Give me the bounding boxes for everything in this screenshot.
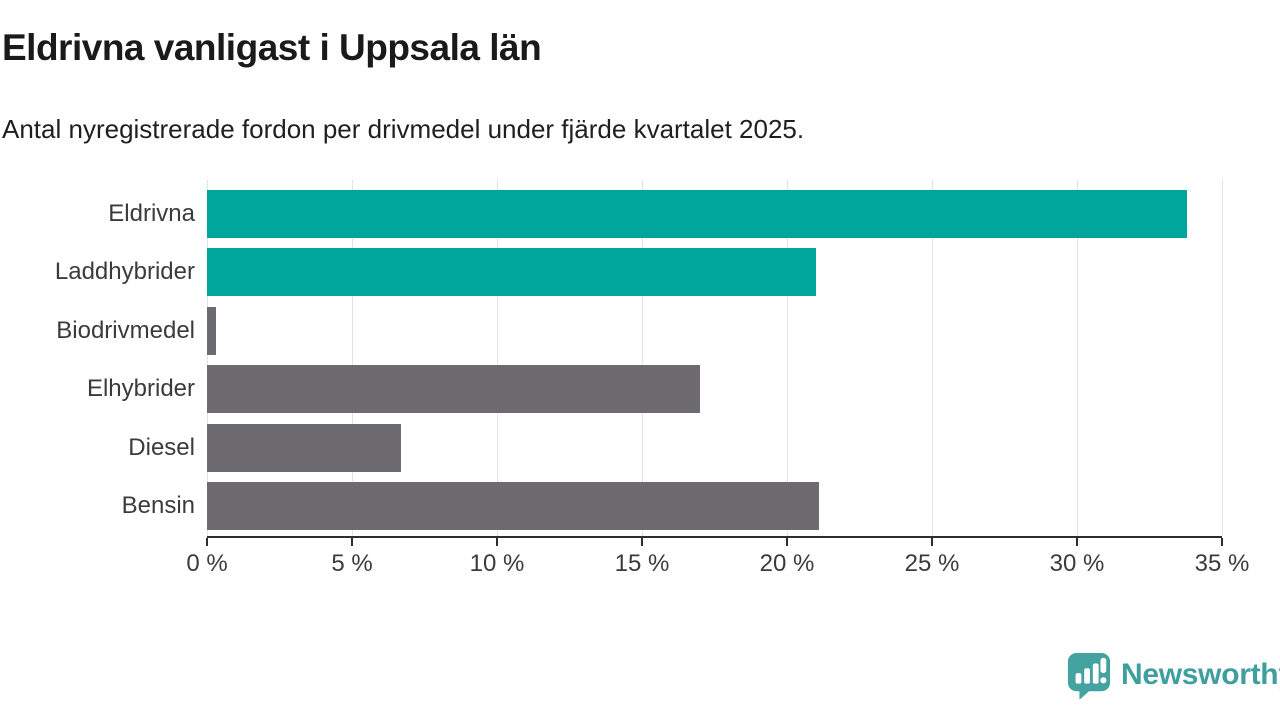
category-labels: Eldrivna Laddhybrider Biodrivmedel Elhybrid… (0, 180, 195, 536)
gridline (932, 180, 933, 536)
x-tick-label: 10 % (469, 550, 525, 577)
x-tick-label: 20 % (759, 550, 815, 577)
bar-chart: Eldrivna Laddhybrider Biodrivmedel Elhybrid… (0, 180, 1249, 590)
bar-bensin (207, 482, 819, 530)
axis-tick (1221, 538, 1223, 546)
x-tick-label: 5 % (331, 550, 373, 577)
category-label: Laddhybrider (54, 258, 195, 286)
bar-elhybrider (207, 365, 700, 414)
axis-tick (641, 538, 643, 546)
plot-area: 0 % 5 % 10 % 15 % 20 % 25 % 30 % 35 % (186, 180, 1249, 577)
category-label: Biodrivmedel (56, 316, 195, 344)
category-label: Elhybrider (86, 375, 195, 403)
category-label: Eldrivna (108, 200, 195, 227)
axis-tick (206, 538, 208, 546)
gridline (1222, 180, 1223, 536)
x-tick-label: 15 % (614, 550, 670, 577)
x-tick-label: 25 % (904, 550, 960, 577)
axis-tick (351, 538, 353, 546)
newsworthy-logo: Newsworthy (1066, 651, 1280, 699)
axis-tick (1076, 538, 1078, 546)
newsworthy-logo-icon (1067, 652, 1111, 699)
gridline (497, 180, 498, 536)
gridline (787, 180, 788, 536)
axis-tick (496, 538, 498, 546)
chart-subtitle: Antal nyregistrerade fordon per drivmede… (2, 114, 805, 144)
bar-biodrivmedel (207, 306, 216, 355)
gridline (352, 180, 353, 536)
category-label: Diesel (128, 433, 195, 461)
bar-laddhybrider (207, 248, 816, 297)
gridline (207, 180, 208, 536)
page-title: Eldrivna vanligast i Uppsala län (2, 27, 542, 68)
gridline (642, 180, 643, 536)
gridline (1077, 180, 1078, 536)
x-tick-label: 30 % (1049, 550, 1105, 577)
bar-eldrivna (207, 190, 1188, 238)
axis-tick (931, 538, 933, 546)
newsworthy-logo-text: Newsworthy (1121, 658, 1280, 691)
x-tick-label: 0 % (186, 550, 228, 577)
x-tick-label: 35 % (1194, 550, 1250, 577)
axis-tick (786, 538, 788, 546)
category-label: Bensin (121, 492, 195, 519)
x-axis-line (207, 536, 1222, 538)
bar-diesel (207, 423, 402, 472)
